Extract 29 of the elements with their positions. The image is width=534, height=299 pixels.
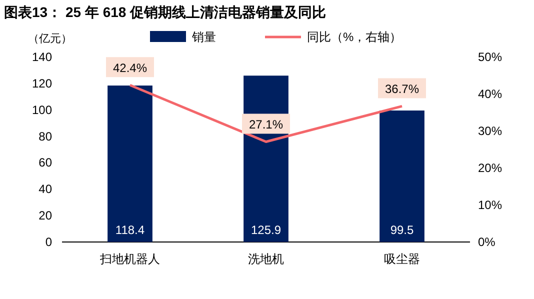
y-tick-label: 80 [38,129,52,144]
y-tick-label: 20 [38,208,52,223]
y-tick-label: 40 [38,182,52,196]
bar [108,86,152,242]
y-tick-label: 60 [38,156,52,170]
y2-tick-label: 0% [478,235,496,249]
y2-tick-label: 10% [478,198,502,212]
data-label: 125.9 [250,223,282,237]
y-axis-title: （亿元） [28,33,72,45]
x-tick-label: 扫地机器人 [99,252,160,266]
data-label: 118.4 [115,223,145,237]
x-tick-label: 吸尘器 [384,252,420,266]
data-label: 42.4% [112,61,148,76]
data-label: 99.5 [390,223,414,237]
data-label: 27.1% [248,118,284,132]
legend-label: 销量 [191,30,216,44]
y2-tick-label: 20% [478,161,502,175]
y-tick-label: 0 [45,235,52,249]
y-tick-label: 100 [32,102,52,117]
y2-tick-label: 50% [478,50,502,64]
y2-tick-label: 40% [478,87,502,101]
bar [380,110,424,242]
legend-label: 同比（%，右轴） [307,30,402,44]
x-tick-label: 洗地机 [248,252,284,266]
data-label: 36.7% [384,82,420,96]
y2-tick-label: 30% [478,124,502,138]
y-tick-label: 120 [32,76,52,90]
y-tick-label: 140 [32,50,52,64]
chart-title: 图表13： 25 年 618 促销期线上清洁电器销量及同比 [4,4,326,20]
